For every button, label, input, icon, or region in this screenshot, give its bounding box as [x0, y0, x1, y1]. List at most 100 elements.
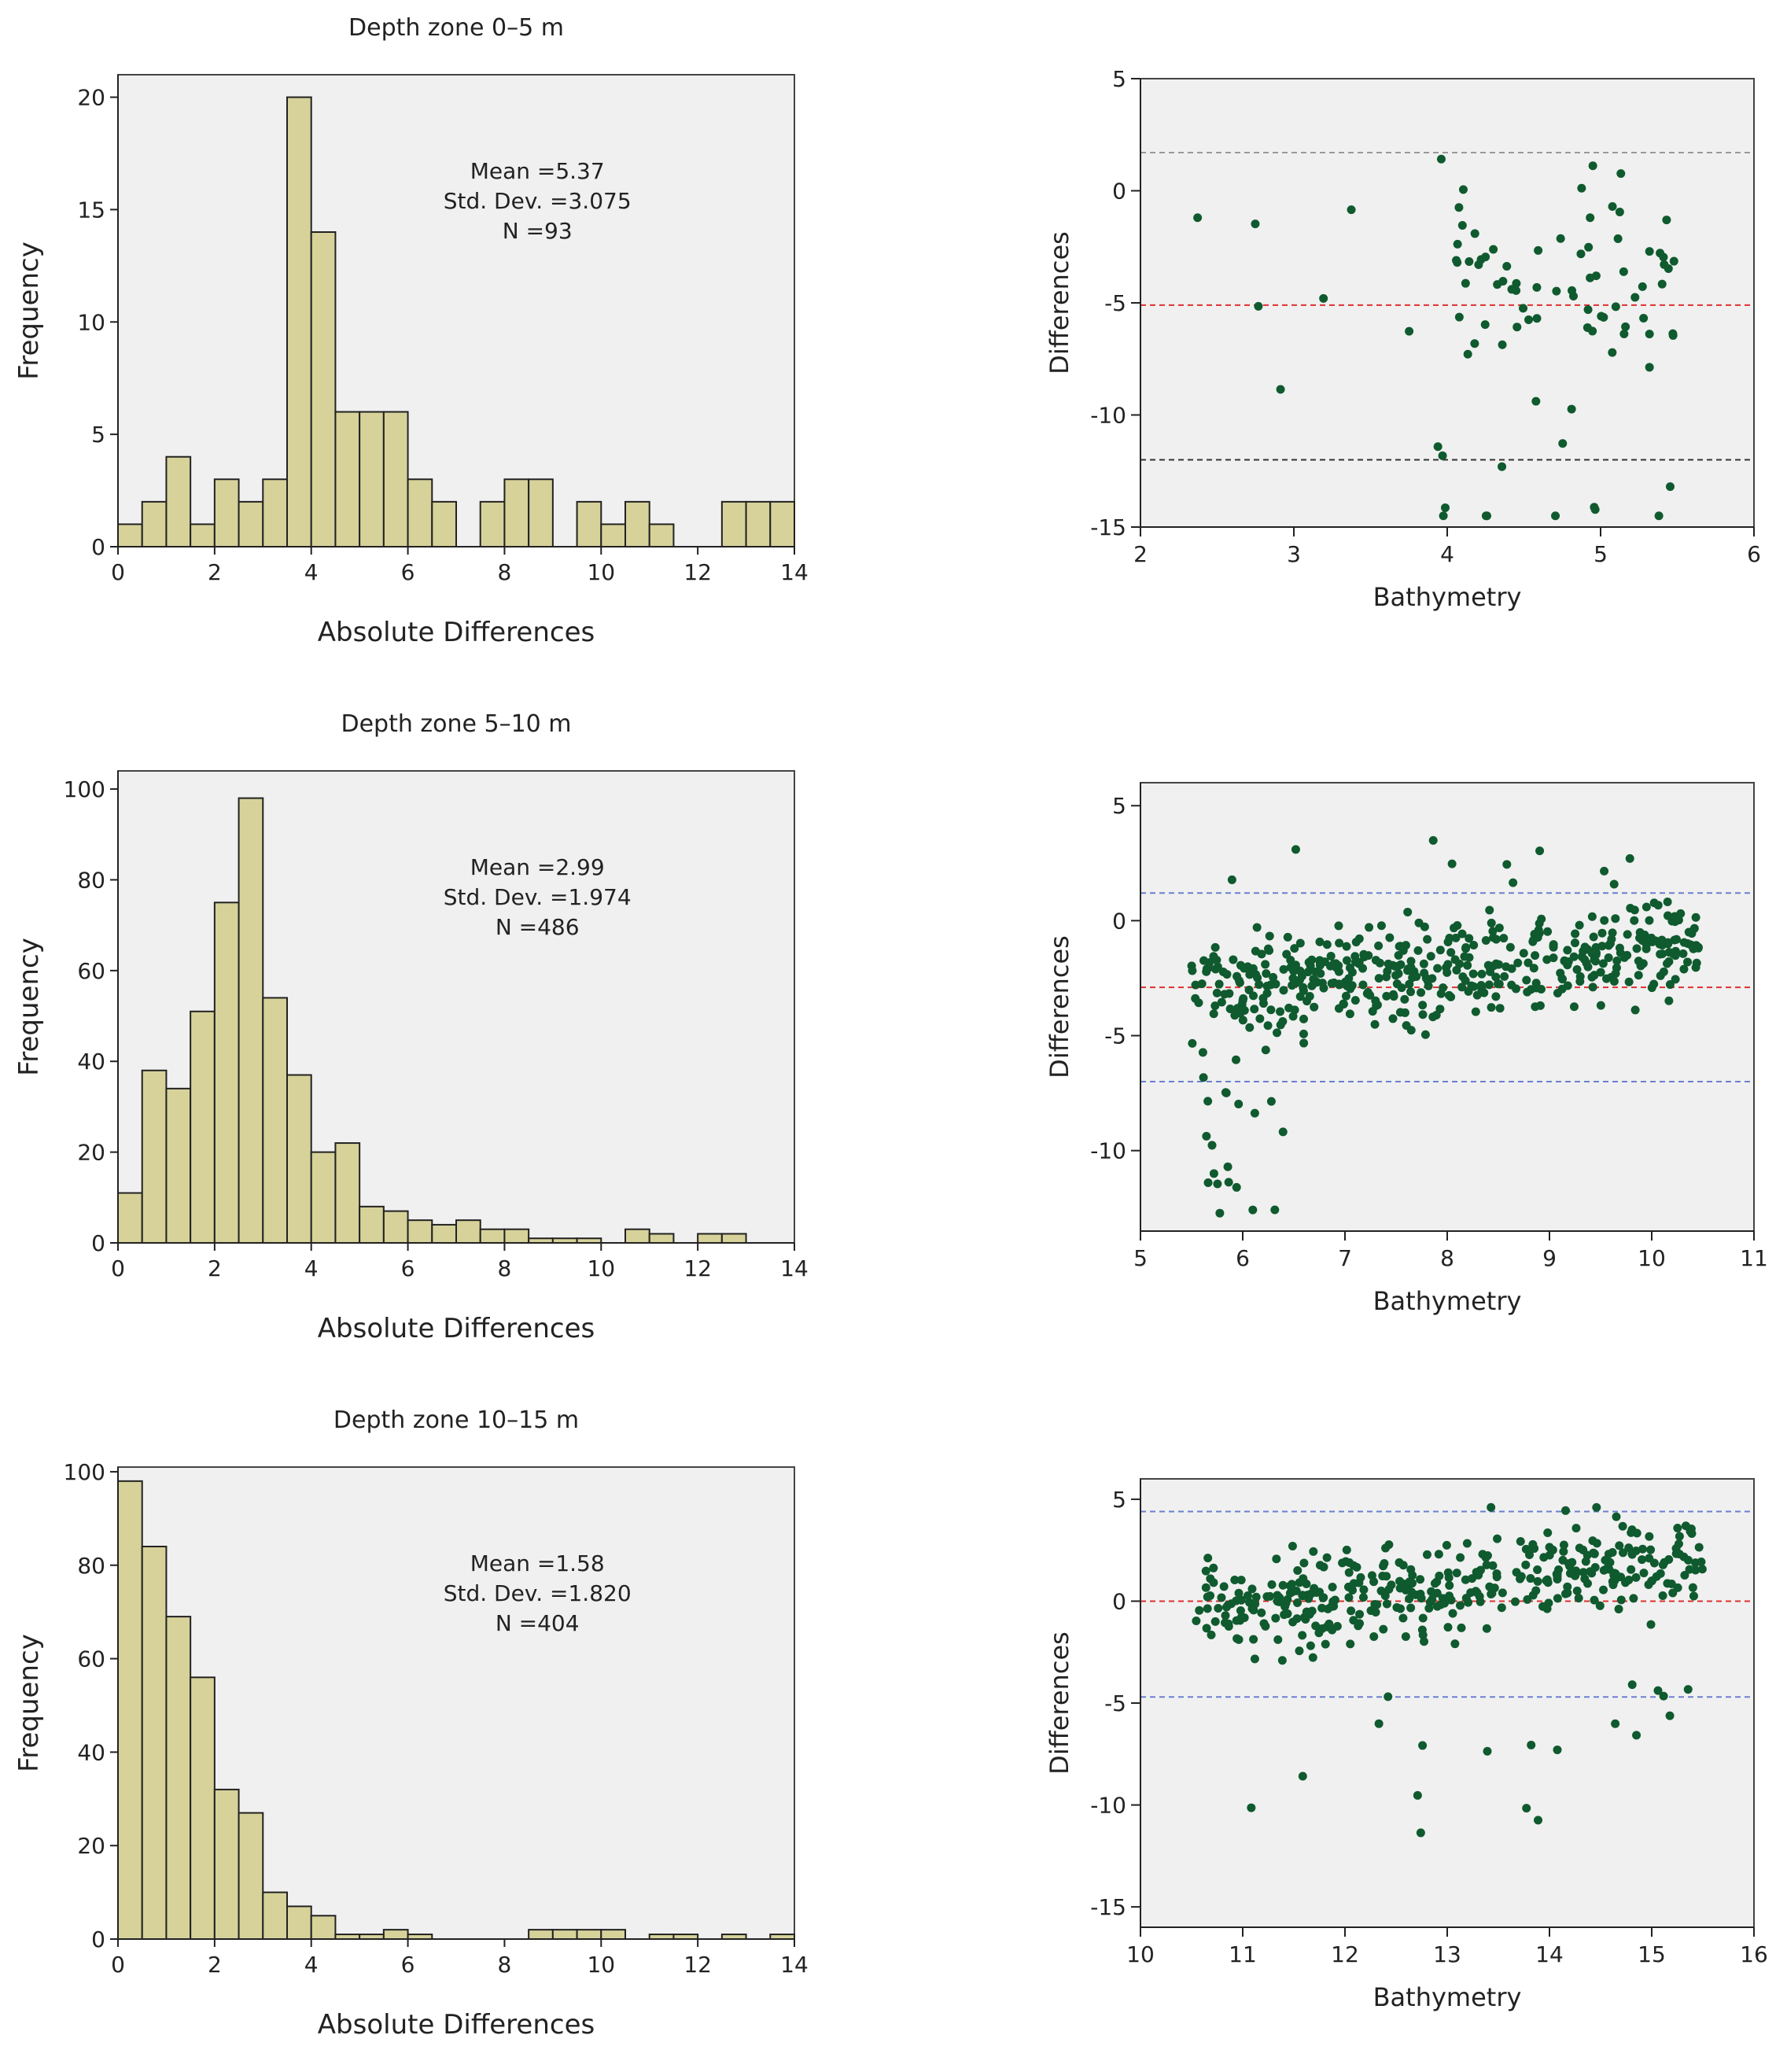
stat-mean: Mean =1.58: [470, 1550, 605, 1576]
data-point: [1424, 981, 1433, 990]
histogram-bar: [576, 1929, 602, 1941]
data-point: [1571, 929, 1580, 938]
data-point: [1269, 972, 1278, 982]
data-point: [1330, 1595, 1339, 1605]
data-point: [1217, 1593, 1226, 1602]
data-point: [1469, 982, 1479, 991]
data-point: [1583, 323, 1592, 332]
histogram-bar: [359, 411, 385, 547]
data-point: [1384, 1692, 1393, 1701]
data-point: [1272, 1554, 1281, 1564]
data-point: [1627, 1565, 1636, 1574]
histogram-bar: [625, 500, 650, 547]
y-tick-label: 20: [77, 1140, 105, 1166]
data-point: [1255, 1014, 1265, 1023]
data-point: [1674, 1539, 1683, 1549]
data-point: [1354, 1578, 1364, 1587]
data-point: [1632, 1731, 1641, 1740]
data-point: [1665, 980, 1675, 990]
data-point: [1457, 220, 1467, 230]
x-axis-label: Absolute Differences: [318, 617, 595, 648]
data-point: [1350, 957, 1360, 967]
data-point: [1210, 1617, 1220, 1626]
data-point: [1288, 981, 1297, 990]
histogram-bar: [769, 500, 795, 547]
data-point: [1365, 990, 1375, 1000]
data-point: [1470, 229, 1479, 238]
data-point: [1551, 511, 1560, 521]
y-tick-label: 0: [91, 534, 105, 560]
data-point: [1219, 1582, 1229, 1591]
x-tick-label: 10: [587, 1952, 615, 1978]
data-point: [1210, 942, 1220, 952]
histogram-bar: [190, 523, 216, 548]
data-point: [1681, 1521, 1690, 1531]
data-point: [1417, 988, 1426, 997]
data-point: [1262, 982, 1272, 991]
y-tick-label: 60: [77, 1646, 105, 1672]
data-point: [1560, 1506, 1570, 1515]
data-point: [1247, 1604, 1257, 1613]
histogram-bar: [648, 523, 675, 548]
data-point: [1322, 940, 1332, 949]
x-tick-label: 10: [587, 559, 615, 585]
data-point: [1592, 1502, 1601, 1512]
data-point: [1202, 1131, 1211, 1141]
histogram-bar: [431, 1223, 457, 1244]
data-point: [1249, 991, 1258, 1001]
data-point: [1295, 938, 1305, 948]
data-point: [1638, 282, 1647, 291]
data-point: [1369, 1577, 1379, 1587]
data-point: [1599, 1585, 1608, 1595]
data-point: [1374, 1719, 1384, 1728]
data-point: [1194, 998, 1203, 1008]
data-point: [1345, 1009, 1354, 1019]
data-point: [1558, 439, 1568, 448]
histogram-depth-10-15: Depth zone 10–15 m 0 2 4 6 8 10 12 14 0 20 40 60 80 10…: [0, 1392, 818, 2069]
data-point: [1291, 1586, 1301, 1595]
data-point: [1236, 1576, 1246, 1585]
data-point: [1276, 1020, 1285, 1030]
data-point: [1590, 957, 1600, 966]
data-point: [1319, 1593, 1328, 1602]
data-point: [1608, 1548, 1617, 1558]
histogram-bar: [213, 478, 240, 547]
data-point: [1234, 1100, 1244, 1109]
y-tick-label: 5: [91, 422, 105, 448]
data-point: [1418, 1630, 1428, 1639]
data-point: [1401, 1632, 1410, 1642]
data-point: [1587, 949, 1597, 958]
data-point: [1654, 511, 1664, 521]
data-point: [1639, 1569, 1649, 1578]
data-point: [1533, 933, 1542, 942]
x-tick-label: 4: [304, 1255, 319, 1281]
data-point: [1553, 1745, 1562, 1754]
y-tick-label: 100: [64, 776, 105, 802]
data-point: [1203, 1097, 1213, 1106]
data-point: [1679, 964, 1689, 974]
data-point: [1382, 1572, 1391, 1581]
data-point: [1600, 866, 1609, 876]
data-point: [1590, 1595, 1599, 1605]
data-point: [1370, 1019, 1380, 1029]
x-tick-label: 14: [1535, 1941, 1564, 1967]
data-point: [1307, 981, 1317, 990]
data-point: [1422, 1550, 1431, 1559]
data-point: [1664, 996, 1674, 1005]
data-point: [1683, 1555, 1693, 1565]
x-tick-label: 6: [401, 1255, 415, 1281]
data-point: [1614, 1604, 1623, 1613]
data-point: [1278, 1580, 1288, 1590]
data-point: [1621, 322, 1630, 331]
data-point: [1586, 213, 1595, 223]
data-point: [1450, 955, 1460, 964]
data-point: [1664, 264, 1673, 273]
y-tick-label: 5: [1112, 793, 1126, 819]
data-point: [1299, 1014, 1309, 1023]
data-point: [1273, 1591, 1282, 1600]
y-tick-label: -15: [1090, 1894, 1126, 1920]
data-point: [1584, 242, 1594, 252]
histogram-bar: [359, 1205, 385, 1244]
data-point: [1371, 1607, 1380, 1617]
histogram-bar: [503, 478, 530, 547]
